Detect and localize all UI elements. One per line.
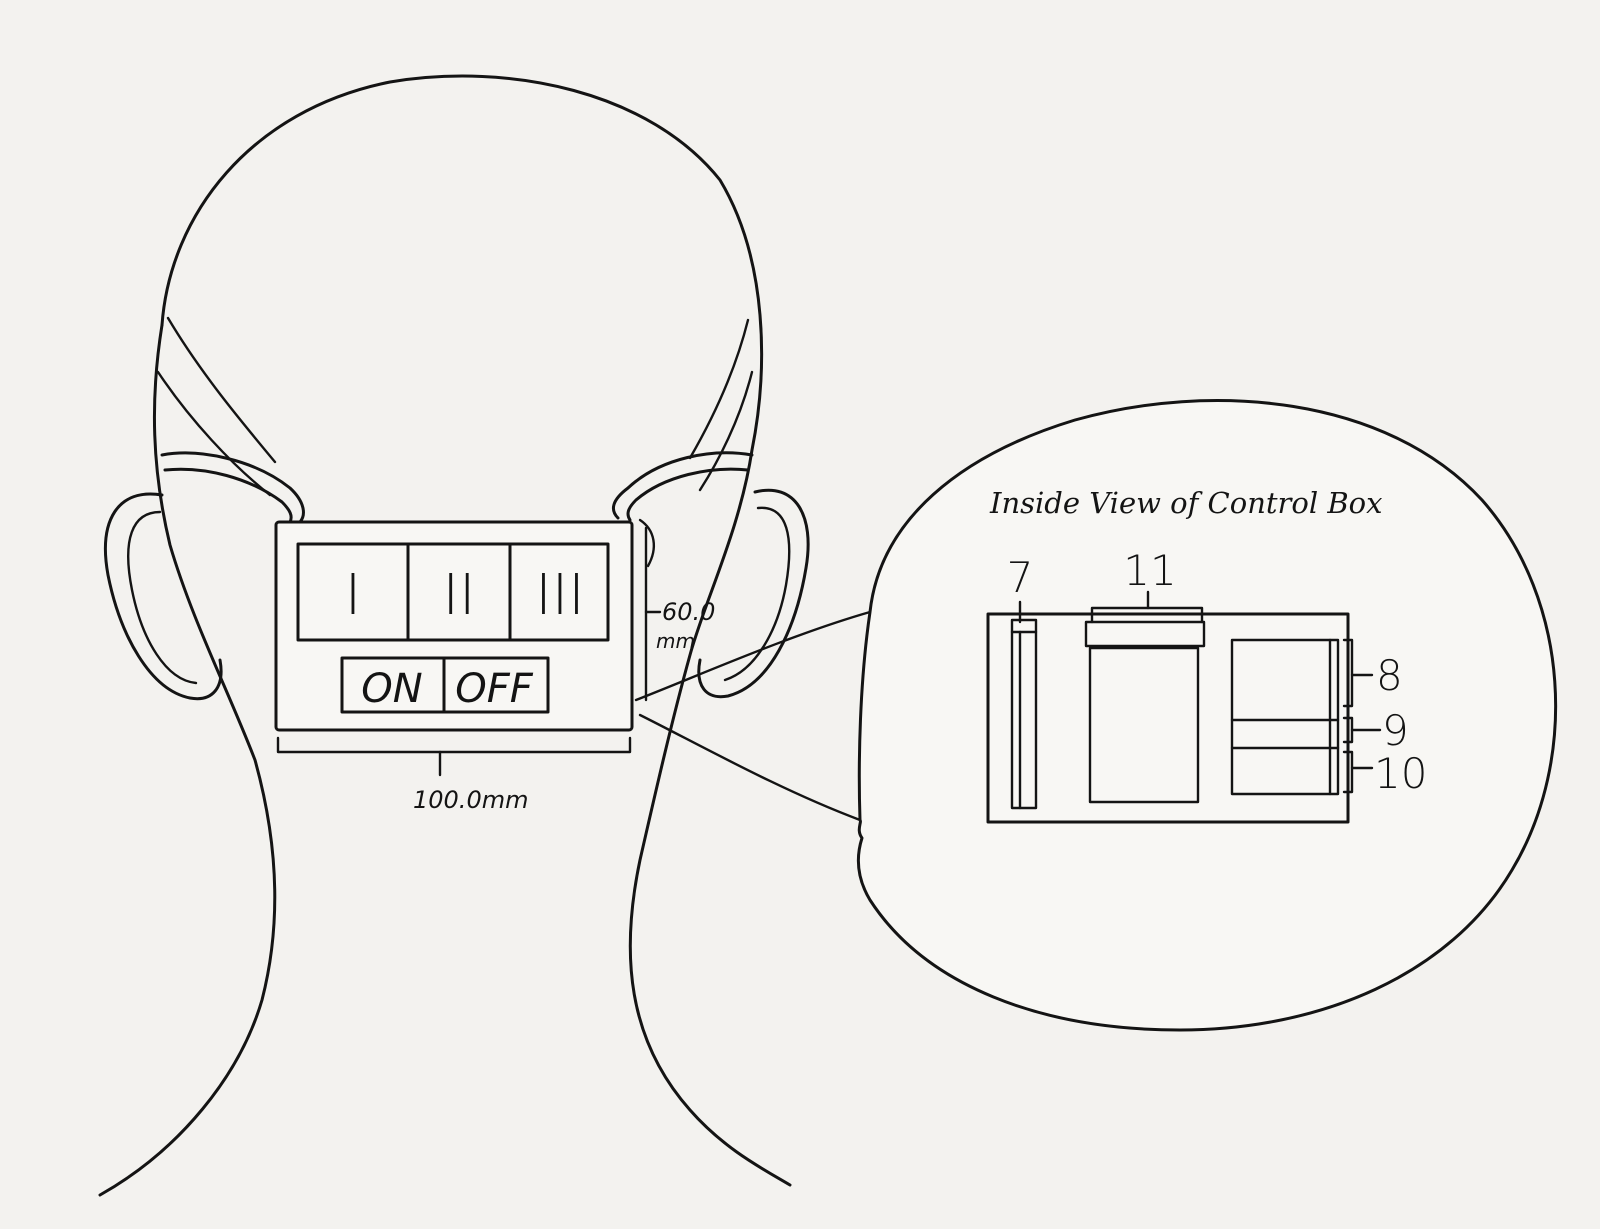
off-button-label: OFF bbox=[455, 666, 533, 712]
callout-7: 7 bbox=[1007, 553, 1034, 602]
control-box: I II III ON OFF bbox=[274, 520, 634, 732]
callout-8: 8 bbox=[1376, 651, 1403, 700]
right-ear bbox=[697, 488, 810, 699]
inset-magnifier: Inside View of Control Box 7 11 8 9 10 bbox=[856, 399, 1558, 1032]
width-dimension-label: 100.0mm bbox=[413, 786, 528, 814]
mode-switch-1-label: I bbox=[345, 563, 362, 628]
on-button-label: ON bbox=[361, 666, 422, 712]
components-8-9-10-stack bbox=[1230, 638, 1340, 796]
component-11-block bbox=[1088, 646, 1200, 804]
height-dimension-unit: mm bbox=[656, 629, 695, 653]
height-dimension: 60.0 mm bbox=[644, 526, 715, 702]
height-dimension-value: 60.0 bbox=[662, 598, 715, 626]
head-outline bbox=[98, 74, 792, 1197]
width-dimension: 100.0mm bbox=[276, 736, 632, 814]
left-ear bbox=[103, 492, 223, 701]
callout-10: 10 bbox=[1374, 749, 1427, 798]
headband-straps bbox=[156, 316, 754, 568]
zoom-leader-lines bbox=[634, 610, 872, 822]
inset-title: Inside View of Control Box bbox=[989, 486, 1382, 520]
callout-11: 11 bbox=[1123, 546, 1176, 595]
mode-switch-3-label: III bbox=[535, 563, 585, 628]
component-7-strip bbox=[1010, 618, 1038, 810]
component-11-top bbox=[1084, 620, 1206, 648]
callout-9: 9 bbox=[1382, 706, 1409, 755]
mode-switch-panel bbox=[296, 542, 610, 642]
mode-switch-2-label: II bbox=[442, 563, 475, 628]
